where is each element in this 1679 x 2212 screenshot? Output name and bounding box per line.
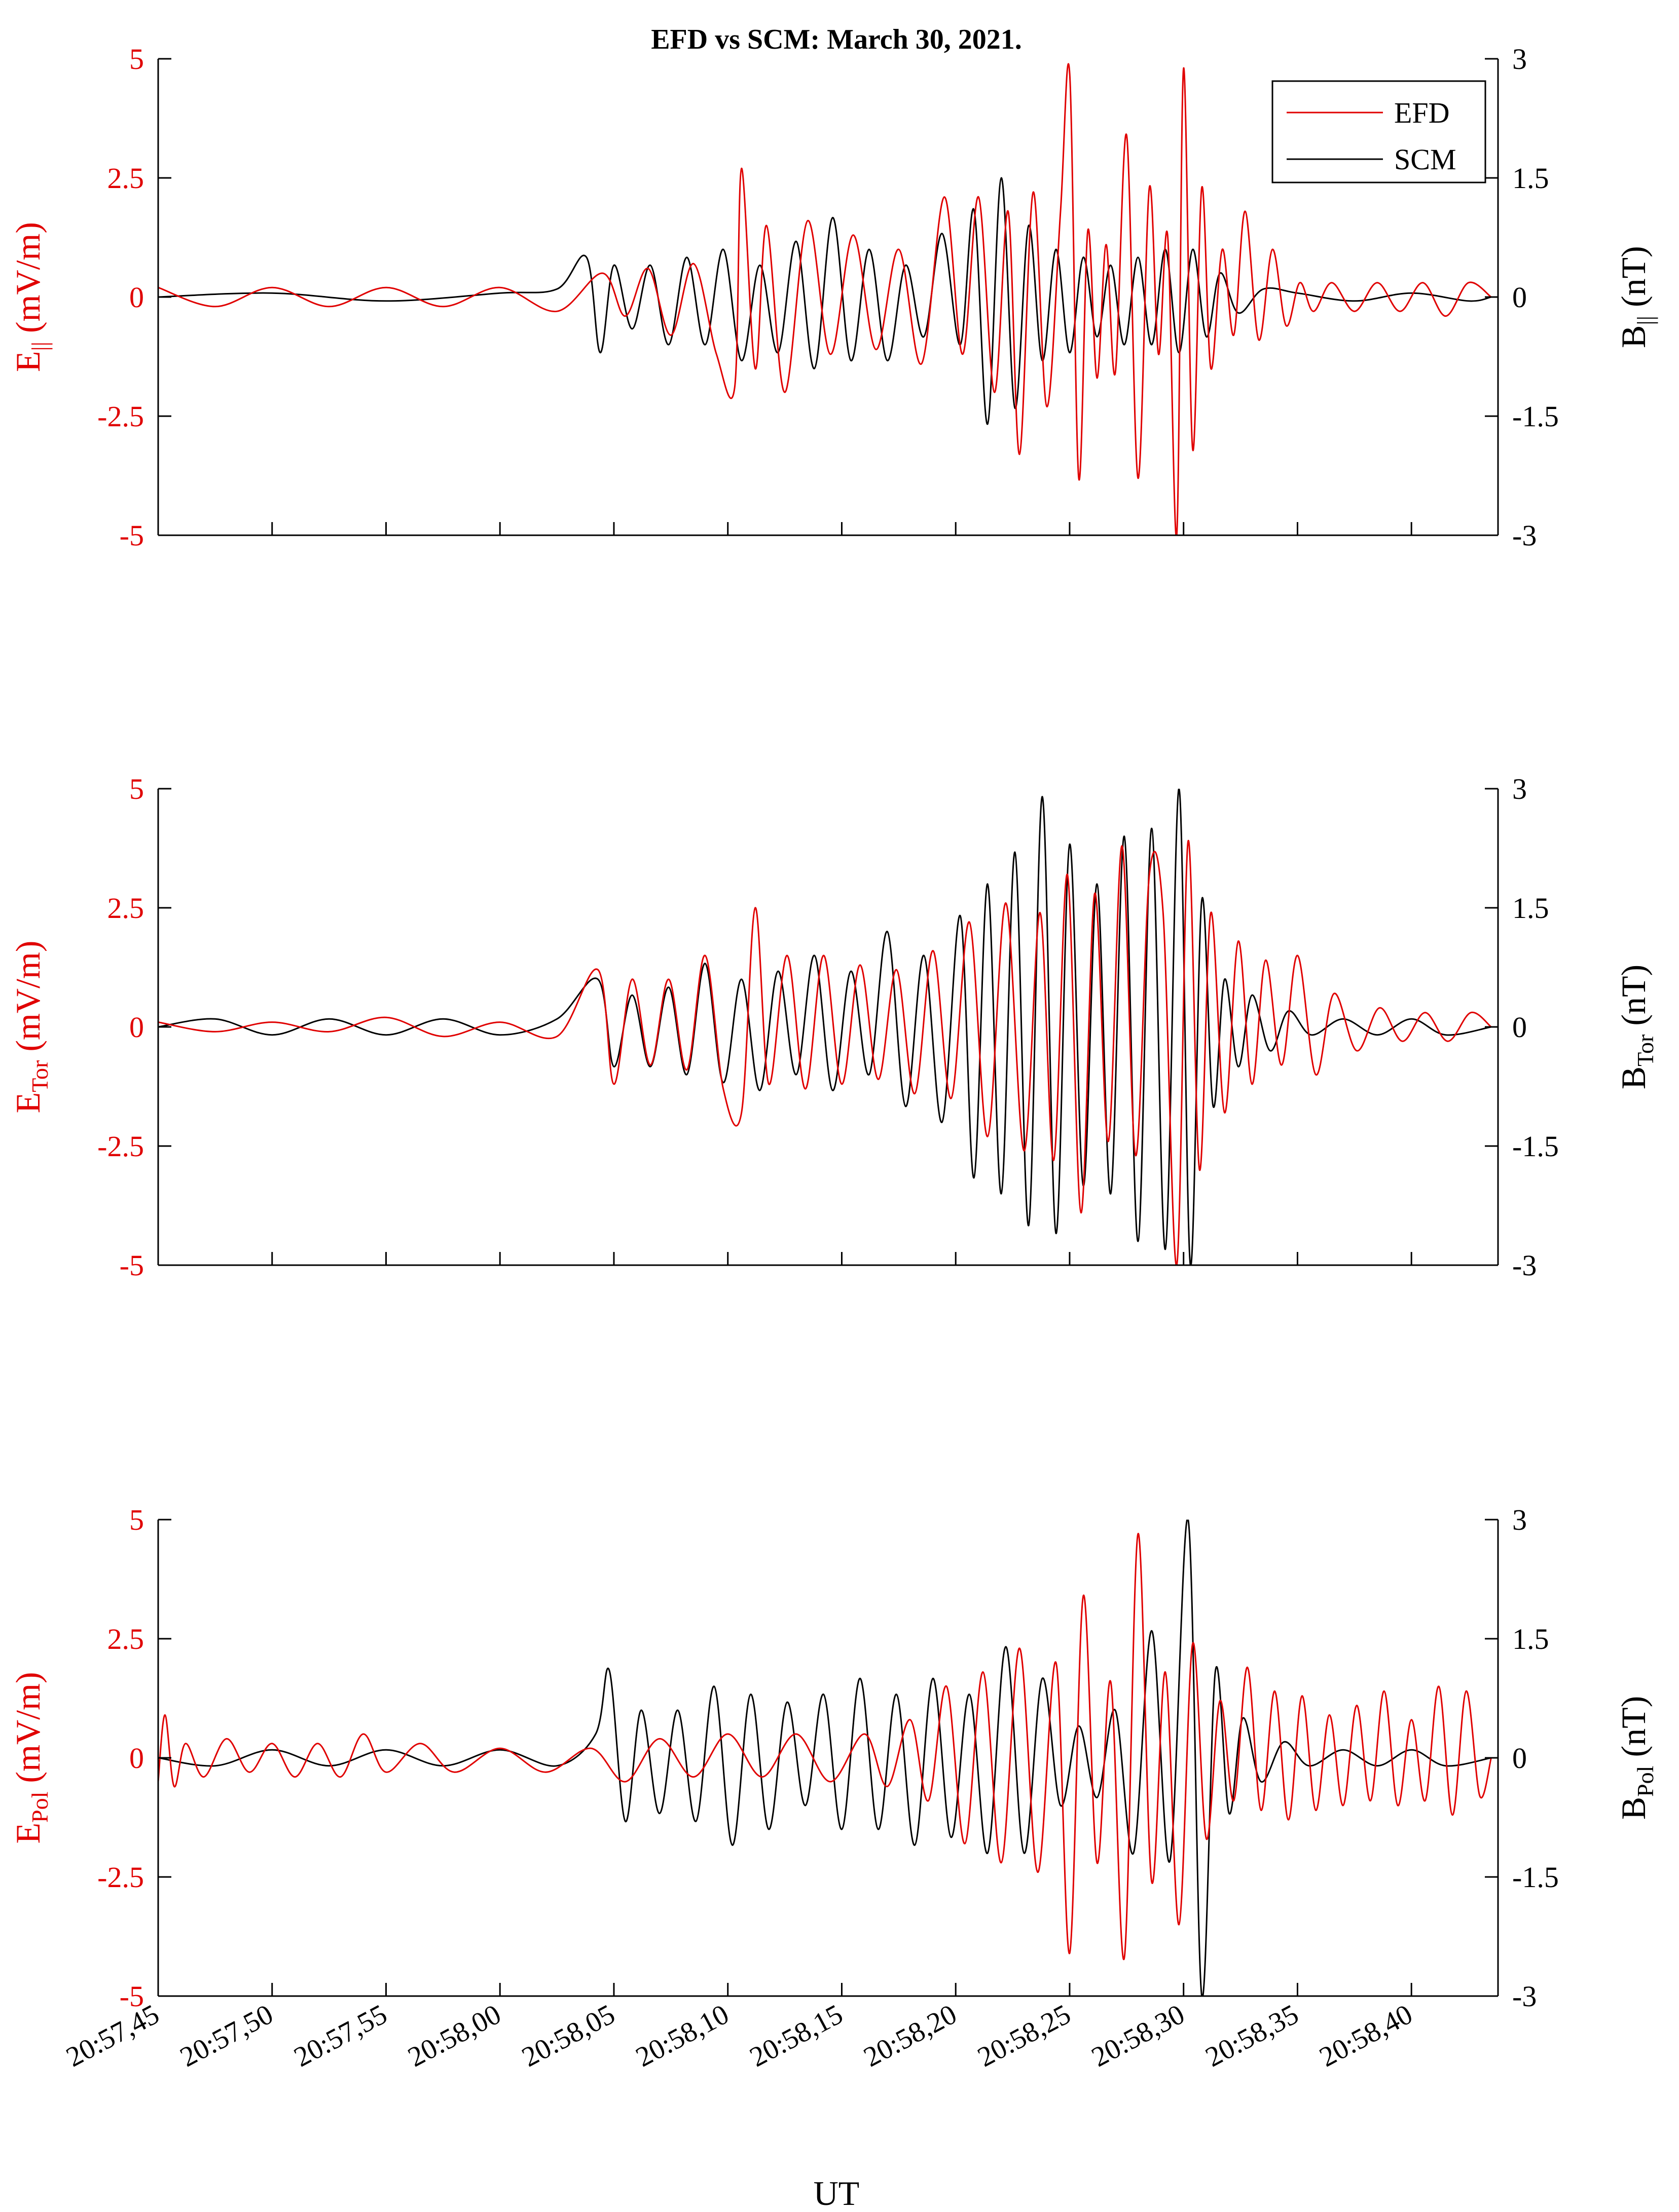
y-tick-label-right: 3 bbox=[1512, 43, 1527, 76]
label-subscript: || bbox=[1632, 316, 1658, 325]
label-subscript: || bbox=[27, 342, 53, 351]
y-tick-label-left: -2.5 bbox=[97, 1861, 144, 1894]
x-tick-label: 20:57,50 bbox=[175, 1999, 278, 2073]
x-tick-label: 20:58,10 bbox=[631, 1999, 734, 2073]
label-unit: (nT) bbox=[1614, 246, 1653, 316]
y-axis-label-right: BPol (nT) bbox=[1614, 1696, 1658, 1820]
x-tick-label: 20:58,40 bbox=[1315, 1999, 1418, 2073]
y-tick-label-left: 2.5 bbox=[107, 162, 144, 195]
label-subscript: Pol bbox=[27, 1792, 53, 1823]
panels: 52.50-2.5-531.50-1.5-3E|| (mV/m) B|| (nT)… bbox=[9, 43, 1658, 2013]
y-tick-label-right: -1.5 bbox=[1512, 1861, 1559, 1894]
y-tick-label-left: 2.5 bbox=[107, 1623, 144, 1655]
y-tick-label-left: 2.5 bbox=[107, 892, 144, 925]
x-tick-label: 20:58,35 bbox=[1200, 1999, 1304, 2073]
y-tick-label-right: -1.5 bbox=[1512, 1130, 1559, 1163]
label-unit: (nT) bbox=[1614, 1696, 1653, 1766]
series-line-scm bbox=[158, 789, 1491, 1265]
x-tick-label: 20:57,55 bbox=[289, 1999, 392, 2073]
y-axis-label-right: BTor (nT) bbox=[1614, 965, 1658, 1089]
y-tick-label-right: -3 bbox=[1512, 1249, 1537, 1282]
label-main: B bbox=[1614, 1797, 1653, 1820]
y-tick-label-left: -2.5 bbox=[97, 1130, 144, 1163]
y-tick-label-left: 0 bbox=[129, 1011, 144, 1044]
chart-title: EFD vs SCM: March 30, 2021. bbox=[651, 24, 1022, 55]
label-subscript: Pol bbox=[1632, 1766, 1658, 1797]
y-tick-label-left: 0 bbox=[129, 281, 144, 314]
x-axis-label: UT bbox=[814, 2174, 860, 2212]
series-line-scm bbox=[158, 177, 1491, 425]
x-tick-labels: 20:57,45 20:57,50 20:57,55 20:58,00 20:58,05… bbox=[61, 1999, 1418, 2073]
x-tick-label: 20:58,25 bbox=[973, 1999, 1076, 2073]
x-tick-label: 20:58,00 bbox=[403, 1999, 506, 2073]
y-tick-label-right: 1.5 bbox=[1512, 162, 1549, 195]
y-tick-label-right: 3 bbox=[1512, 1503, 1527, 1536]
x-tick-label: 20:58,30 bbox=[1086, 1999, 1190, 2073]
label-main: E bbox=[9, 1092, 47, 1114]
label-main: B bbox=[1614, 325, 1653, 348]
y-tick-label-left: -5 bbox=[120, 1249, 144, 1282]
y-axis-label-left: E|| (mV/m) bbox=[9, 222, 53, 372]
label-main: E bbox=[9, 1823, 47, 1844]
y-tick-label-right: 0 bbox=[1512, 1742, 1527, 1775]
y-tick-label-left: 0 bbox=[129, 1742, 144, 1775]
panel-parallel: 52.50-2.5-531.50-1.5-3E|| (mV/m) B|| (nT) bbox=[9, 43, 1658, 552]
label-unit: (mV/m) bbox=[9, 941, 47, 1060]
series-line-efd bbox=[158, 840, 1492, 1265]
series-line-efd bbox=[158, 63, 1492, 535]
legend-label-efd: EFD bbox=[1394, 96, 1450, 129]
y-tick-label-right: -1.5 bbox=[1512, 400, 1559, 433]
x-tick-label: 20:57,45 bbox=[61, 1999, 165, 2073]
y-tick-label-right: -3 bbox=[1512, 519, 1537, 552]
series-line-efd bbox=[158, 1533, 1492, 1961]
label-main: E bbox=[9, 351, 47, 372]
legend: EFD SCM bbox=[1271, 80, 1486, 183]
x-tick-label: 20:58,20 bbox=[859, 1999, 962, 2073]
label-unit: (mV/m) bbox=[9, 222, 47, 342]
x-tick-label: 20:58,15 bbox=[745, 1999, 848, 2073]
y-tick-label-left: -5 bbox=[120, 519, 144, 552]
series-line-scm bbox=[158, 1520, 1491, 1996]
y-tick-label-left: -5 bbox=[120, 1980, 144, 2013]
legend-label-scm: SCM bbox=[1394, 143, 1456, 176]
label-subscript: Tor bbox=[1632, 1035, 1658, 1066]
y-tick-label-left: -2.5 bbox=[97, 400, 144, 433]
label-subscript: Tor bbox=[27, 1060, 53, 1092]
label-unit: (nT) bbox=[1614, 965, 1653, 1035]
label-unit: (mV/m) bbox=[9, 1672, 47, 1792]
y-axis-label-left: EPol (mV/m) bbox=[9, 1672, 53, 1844]
label-main: B bbox=[1614, 1066, 1653, 1089]
x-tick-label: 20:58,05 bbox=[517, 1999, 620, 2073]
y-tick-label-right: 1.5 bbox=[1512, 1623, 1549, 1655]
y-axis-label-right: B|| (nT) bbox=[1614, 246, 1658, 348]
y-tick-label-left: 5 bbox=[129, 1503, 144, 1536]
y-axis-label-left: ETor (mV/m) bbox=[9, 941, 53, 1114]
y-tick-label-right: 1.5 bbox=[1512, 892, 1549, 925]
y-tick-label-left: 5 bbox=[129, 772, 144, 805]
y-tick-label-right: 0 bbox=[1512, 281, 1527, 314]
y-tick-label-right: 0 bbox=[1512, 1011, 1527, 1044]
y-tick-label-right: 3 bbox=[1512, 772, 1527, 805]
y-tick-label-left: 5 bbox=[129, 43, 144, 76]
y-tick-label-right: -3 bbox=[1512, 1980, 1537, 2013]
legend-box bbox=[1271, 80, 1486, 183]
